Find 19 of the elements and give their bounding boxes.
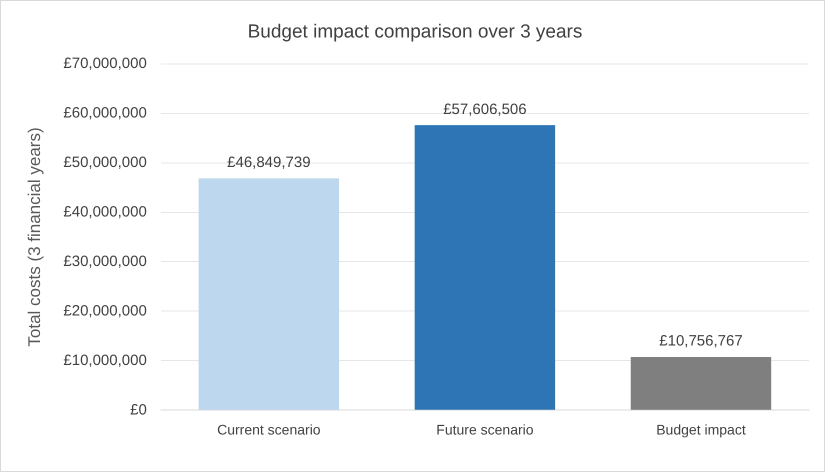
y-tick-label: £50,000,000 — [63, 154, 147, 171]
bar — [198, 178, 340, 410]
y-tick-label: £60,000,000 — [63, 104, 147, 122]
data-label: £46,849,739 — [227, 154, 311, 171]
y-axis-title: Total costs (3 financial years) — [24, 127, 44, 347]
y-tick-label: £0 — [130, 401, 147, 418]
y-tick-label: £40,000,000 — [63, 203, 147, 220]
bar — [414, 125, 556, 410]
bar — [630, 356, 772, 410]
y-tick-label: £70,000,000 — [63, 54, 147, 72]
x-tick-label: Future scenario — [436, 421, 534, 438]
y-tick-label: £10,000,000 — [63, 352, 147, 369]
data-label: £57,606,506 — [443, 100, 527, 118]
x-tick-label: Current scenario — [217, 421, 321, 438]
y-tick-label: £20,000,000 — [63, 302, 147, 320]
data-label: £10,756,767 — [659, 332, 743, 350]
y-tick-label: £30,000,000 — [63, 252, 147, 270]
x-tick-label: Budget impact — [656, 421, 746, 438]
chart-title: Budget impact comparison over 3 years — [248, 22, 582, 43]
